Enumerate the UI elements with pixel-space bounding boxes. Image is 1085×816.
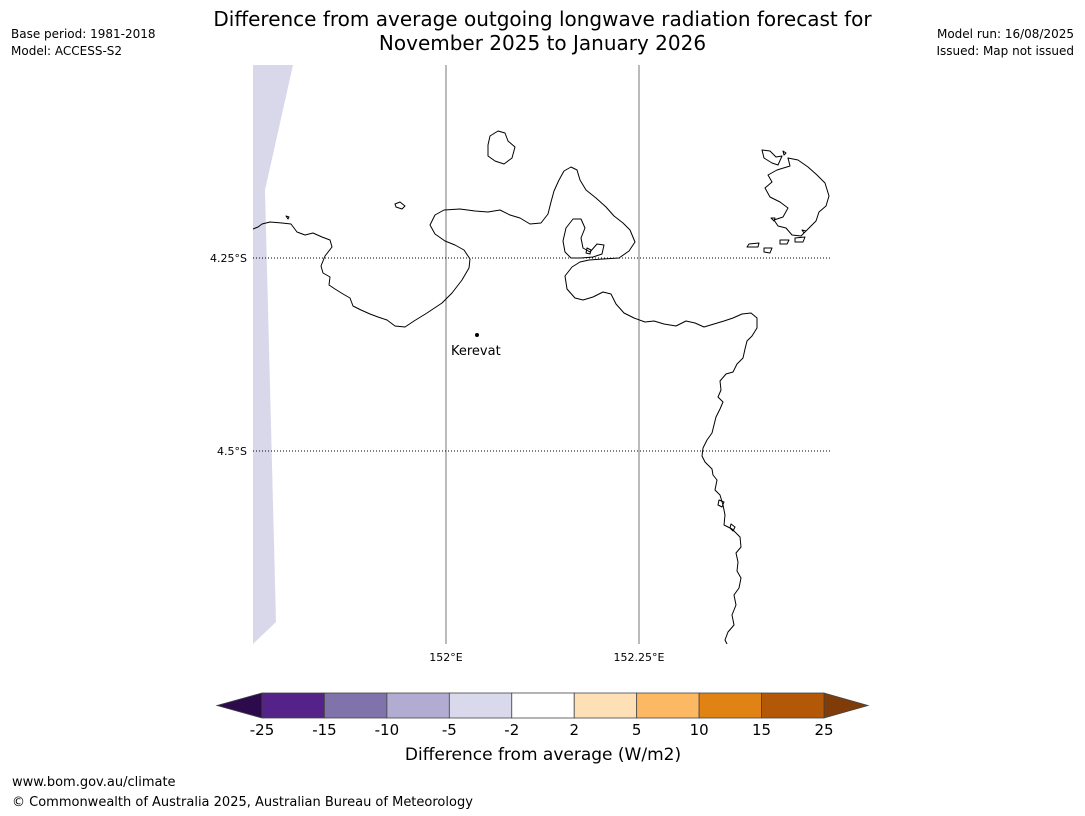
rock-inlet [585,247,592,255]
title-line-1: Difference from average outgoing longwav… [213,7,872,31]
colorbar-bin [698,692,762,719]
base-period-label: Base period: 1981-2018 [11,27,156,41]
colorbar-tick-label: 15 [752,721,771,739]
footer-copyright: © Commonwealth of Australia 2025, Austra… [12,795,473,810]
colorbar-bin [573,692,638,719]
colorbar: -25 -15 -10 -5 -2 2 5 10 15 25 [215,692,870,739]
colorbar-extend-low [215,692,263,719]
colorbar-bin [511,692,575,719]
model-label: Model: ACCESS-S2 [11,44,123,58]
island-north [487,130,516,165]
colorbar-bin [386,692,450,719]
colorbar-bin [324,692,388,719]
colorbar-title: Difference from average (W/m2) [404,745,682,765]
colorbar-bin [448,692,513,719]
lat-label-4-5s: 4.5°S [217,445,247,458]
colorbar-bin [761,692,825,719]
model-run-label: Model run: 16/08/2025 [936,27,1074,41]
colorbar-bin [261,692,325,719]
colorbar-tick-label: 25 [814,721,833,739]
kerevat-marker [475,333,479,337]
colorbar-bin [636,692,700,719]
colorbar-tick-label: -2 [504,721,519,739]
colorbar-tick-label: 10 [690,721,709,739]
colorbar-tick-label: 2 [569,721,579,739]
lat-label-4-25s: 4.25°S [210,252,247,265]
metadata-right: Model run: 16/08/2025 Issued: Map not is… [936,26,1074,60]
colorbar-tick-label: -10 [375,721,400,739]
coastline [252,130,830,645]
issued-label: Issued: Map not issued [936,44,1074,58]
graticule [253,65,832,644]
colorbar-tick-label: 5 [632,721,642,739]
colorbar-tick-label: -25 [250,721,275,739]
inlet-east [562,218,605,259]
lon-label-152-25e: 152.25°E [614,651,665,664]
colorbar-tick-label: -15 [312,721,337,739]
colorbar-extend-high [823,692,870,719]
coastline-main [252,166,758,645]
title-line-2: November 2025 to January 2026 [378,31,707,55]
metadata-left: Base period: 1981-2018 Model: ACCESS-S2 [11,26,156,60]
islands-northeast [285,149,830,532]
colorbar-tick-label: -5 [442,721,457,739]
anomaly-fill-region [253,65,293,644]
footer-url[interactable]: www.bom.gov.au/climate [12,775,176,790]
island-small-west [394,201,406,210]
lon-label-152e: 152°E [429,651,462,664]
kerevat-label: Kerevat [451,344,501,359]
page-title: Difference from average outgoing longwav… [160,7,925,55]
